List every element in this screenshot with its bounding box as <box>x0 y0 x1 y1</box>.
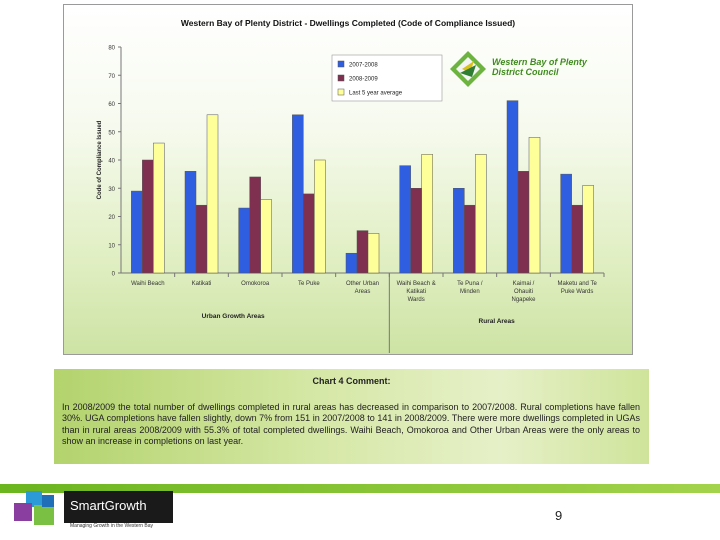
x-tick-label: Katikati <box>406 289 426 295</box>
bar <box>260 199 272 274</box>
legend-label: Last 5 year average <box>349 91 403 97</box>
group-label-rural: Rural Areas <box>479 318 516 325</box>
legend-swatch <box>337 88 345 96</box>
smartgrowth-name-panel <box>64 491 173 523</box>
council-logo-line1: Western Bay of Plenty <box>492 57 587 67</box>
smartgrowth-cubes-icon <box>14 491 54 525</box>
x-tick-label: Te Puna / <box>457 281 483 287</box>
council-logo: Western Bay of Plenty District Council <box>448 49 588 97</box>
x-tick-label: Ohauiti <box>514 289 533 295</box>
x-tick-label: Waihi Beach <box>131 281 164 287</box>
smartgrowth-tagline: Managing Growth in the Western Bay <box>70 523 154 529</box>
chart-title: Western Bay of Plenty District - Dwellin… <box>180 18 516 28</box>
x-tick-label: Waihi Beach & <box>397 281 436 287</box>
bar <box>582 185 594 274</box>
bar <box>528 137 541 274</box>
smartgrowth-logo: SmartGrowth Managing Growth in the Weste… <box>12 489 174 531</box>
x-tick-label: Puke Wards <box>561 289 593 295</box>
chart-svg: 0 10 20 30 40 50 60 70 80 Code of Compliance Issu… <box>97 46 605 353</box>
smartgrowth-name: SmartGrowth <box>70 498 147 513</box>
y-tick-label: 70 <box>108 74 115 80</box>
comment-title: Chart 4 Comment: <box>312 376 391 386</box>
comment-box: Chart 4 Comment: In 2008/2009 the total … <box>54 369 649 464</box>
legend-label: 2007-2008 <box>349 63 378 69</box>
x-tick-label: Omokoroa <box>241 281 270 287</box>
legend-label: 2008-2009 <box>349 77 378 83</box>
comment-body: In 2008/2009 the total number of dwellin… <box>62 402 640 446</box>
y-tick-label: 30 <box>108 187 115 193</box>
x-tick-label: Areas <box>355 289 371 295</box>
x-tick-label: Katikati <box>192 281 212 287</box>
bar <box>131 190 143 274</box>
bar <box>560 173 572 274</box>
x-tick-label: Kaimai / <box>513 281 535 287</box>
x-tick-label: Ngapeke <box>511 297 536 303</box>
bar <box>345 252 358 274</box>
bar <box>249 176 261 274</box>
council-logo-line2: District Council <box>492 67 559 77</box>
y-tick-label: 50 <box>108 130 115 136</box>
bar <box>153 142 165 274</box>
bar <box>367 233 380 274</box>
x-tick-label: Maketu and Te <box>558 281 598 287</box>
footer-bar <box>0 484 720 493</box>
y-tick-label: 60 <box>108 102 115 108</box>
bar <box>421 154 433 274</box>
y-tick-label: 40 <box>108 159 115 165</box>
y-tick-label: 0 <box>112 272 116 278</box>
bar <box>356 230 369 274</box>
bar <box>410 188 422 274</box>
bar <box>506 100 519 274</box>
council-logo-text: Western Bay of Plenty District Council <box>492 57 587 77</box>
bar <box>238 207 250 274</box>
y-axis-label: Code of Compliance Issued <box>97 120 103 199</box>
bar <box>184 171 197 274</box>
council-logo-icon <box>450 51 486 87</box>
bar <box>195 204 208 274</box>
bar <box>453 188 465 274</box>
bar <box>314 159 326 274</box>
legend-swatch <box>337 74 345 82</box>
bar <box>475 154 487 274</box>
chart-frame: Western Bay of Plenty District - Dwellin… <box>63 4 633 355</box>
x-tick-label: Other Urban <box>346 281 379 287</box>
y-tick-label: 10 <box>108 243 115 249</box>
x-tick-label: Wards <box>408 297 425 303</box>
x-tick-label: Te Puke <box>298 281 320 287</box>
bar <box>292 114 304 274</box>
legend-box <box>331 54 443 102</box>
bar <box>517 171 530 274</box>
x-tick-label: Minden <box>460 289 480 295</box>
bar <box>399 165 411 274</box>
bar <box>571 204 583 274</box>
page-number: 9 <box>555 508 563 523</box>
group-label-urban: Urban Growth Areas <box>202 313 265 320</box>
bar <box>303 193 315 274</box>
bar <box>464 204 476 274</box>
legend-swatch <box>337 60 345 68</box>
y-tick-label: 80 <box>108 46 115 52</box>
bar <box>206 114 219 274</box>
y-tick-label: 20 <box>108 215 115 221</box>
bar <box>142 159 154 274</box>
